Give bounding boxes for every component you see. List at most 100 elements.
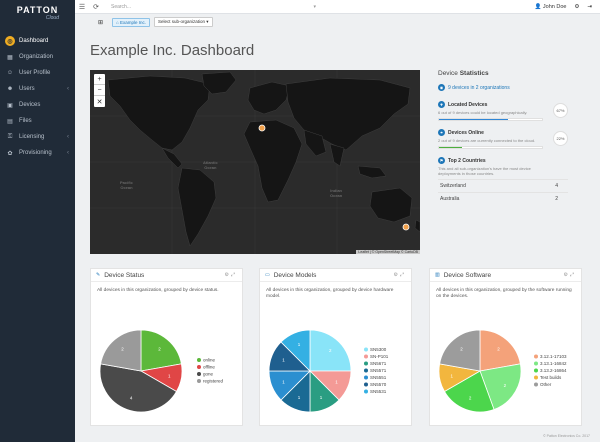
fullscreen-icon[interactable]: ✕ (96, 98, 103, 106)
legend-label[interactable]: gone (203, 372, 214, 377)
pie-slice-value: 1 (282, 379, 285, 384)
device-status-card: ✎ Device Status ⚙⤢ All devices in this org… (90, 268, 243, 426)
search-caret-icon: ▾ (313, 3, 316, 10)
gear-icon[interactable]: ⚙ (574, 3, 580, 10)
link-icon: ⚭ (438, 129, 445, 136)
pie-slice-value: 2 (121, 347, 124, 352)
legend-label[interactable]: SN5551 (370, 375, 387, 380)
card-tools-icon[interactable]: ⚙⤢ (393, 272, 406, 278)
sidebar-item-dashboard[interactable]: ◎ Dashboard (0, 33, 75, 49)
country-row: Switzerland 4 (438, 179, 568, 192)
legend-label[interactable]: offline (203, 365, 215, 370)
org-tree-icon[interactable]: ⊞ (98, 19, 104, 26)
devices-online: ⚭ Devices Online 2 out of 9 devices are c… (438, 129, 568, 149)
sidebar-item-user-profile[interactable]: ☺ User Profile (0, 65, 75, 81)
search-input[interactable]: Search... ▾ (111, 4, 316, 10)
legend-label[interactable]: 3.13.1-16842 (540, 361, 567, 366)
map-attribution[interactable]: Leaflet | © OpenStreetMap © CartoDB (356, 250, 420, 254)
pie-slice-other[interactable] (439, 329, 481, 372)
card-tools-icon[interactable]: ⚙⤢ (224, 272, 237, 278)
status-icon: ✎ (96, 272, 101, 278)
legend-label[interactable]: registered (203, 379, 224, 384)
home-icon: ⌂ (116, 19, 119, 25)
pie-slice-value: 1 (335, 379, 338, 384)
breadcrumb-org-label: Example Inc. (119, 19, 146, 25)
online-progress-bar (438, 146, 543, 149)
legend-label[interactable]: SN5671 (370, 361, 387, 366)
legend-label[interactable]: online (203, 358, 216, 363)
patton-logo[interactable]: PATTON Cloud (0, 0, 75, 26)
device-statistics: Device Statistics ◉ 9 devices in 2 organ… (438, 70, 568, 213)
logo-brand: PATTON (16, 4, 59, 15)
top-countries: ⚑ Top 2 Countries This and all sub-organi… (438, 157, 568, 205)
sidebar-item-files[interactable]: ▤ Files (0, 113, 75, 129)
legend-label[interactable]: 3.13.2-16864 (540, 368, 567, 373)
organization-icon: ▦ (7, 54, 13, 61)
legend-label[interactable]: SN5571 (370, 368, 387, 373)
pie-slice-value: 4 (130, 395, 133, 400)
sidebar-item-licensing[interactable]: ⚿ Licensing ‹ (0, 129, 75, 145)
sidebar-item-label: Dashboard (19, 38, 49, 44)
globe-icon: ◉ (438, 84, 445, 91)
flag-icon: ⚑ (438, 157, 445, 164)
legend-label[interactable]: SN5531 (370, 389, 387, 394)
country-name: Switzerland (440, 183, 466, 189)
dashboard-icon: ◎ (5, 36, 15, 46)
online-pct: 22% (553, 131, 568, 146)
legend-label[interactable]: Other (540, 382, 552, 387)
sidebar-item-devices[interactable]: ▣ Devices (0, 97, 75, 113)
files-icon: ▤ (7, 118, 13, 125)
pie-slice-online[interactable] (140, 329, 182, 372)
chip-icon: ▭ (265, 272, 270, 278)
pie-slice-sn5300[interactable] (309, 329, 352, 372)
country-row: Australia 2 (438, 192, 568, 205)
online-title: Devices Online (448, 129, 484, 136)
sub-org-select[interactable]: Select sub-organization ▾ (154, 17, 213, 27)
software-icon: ▥ (435, 272, 440, 278)
breadcrumb-org[interactable]: ⌂ Example Inc. (112, 17, 150, 27)
pie-slice-sn5531[interactable] (280, 329, 311, 372)
sidebar-item-provisioning[interactable]: ✿ Provisioning ‹ (0, 145, 75, 161)
legend-label[interactable]: Test builds (540, 375, 562, 380)
sidebar-item-organization[interactable]: ▦ Organization (0, 49, 75, 65)
online-progress-fill (439, 147, 462, 148)
menu-icon[interactable]: ☰ (78, 3, 86, 11)
located-progress-fill (439, 119, 508, 120)
device-software-card: ▥ Device Software ⚙⤢ All devices in this o… (429, 268, 582, 426)
devices-icon: ▣ (7, 102, 13, 109)
pie-slice-3-13-2-16864[interactable] (443, 370, 495, 413)
card-tools-icon[interactable]: ⚙⤢ (563, 272, 576, 278)
user-menu[interactable]: 👤 John Doe (535, 4, 567, 10)
located-pct: 67% (553, 103, 568, 118)
pie-slice-gone[interactable] (99, 363, 178, 413)
pie-slice-value: 2 (158, 347, 161, 352)
legend-label[interactable]: SN5570 (370, 382, 387, 387)
marker-australia[interactable] (402, 223, 410, 231)
sidebar-item-users[interactable]: ☻ Users ‹ (0, 81, 75, 97)
zoom-in-icon[interactable]: + (94, 74, 105, 85)
legend-label[interactable]: SN-P101 (370, 354, 389, 359)
chevron-left-icon: ‹ (67, 86, 69, 92)
legend-label[interactable]: SN5300 (370, 347, 387, 352)
indian-ocean-label: Indian Ocean (330, 188, 343, 198)
device-map[interactable]: Pacific Ocean Atlantic Ocean Indian Ocea… (90, 70, 420, 254)
countries-title: Top 2 Countries (448, 157, 486, 164)
located-desc: 6 out of 9 devices could be located geog… (438, 110, 528, 115)
located-devices: ⌖ Located Devices 6 out of 9 devices coul… (438, 101, 568, 121)
legend-swatch (364, 354, 368, 359)
sidebar-nav: ◎ Dashboard ▦ Organization ☺ User Profile ☻ Use… (0, 33, 75, 161)
users-icon: ☻ (6, 86, 14, 92)
sidebar: PATTON Cloud ◎ Dashboard ▦ Organization ☺ Use… (0, 0, 75, 442)
legend-swatch (197, 372, 201, 376)
legend-label[interactable]: 3.12.1-17103 (540, 354, 567, 359)
user-name: John Doe (542, 3, 567, 10)
refresh-icon[interactable]: ⟳ (93, 3, 99, 11)
world-map (90, 70, 420, 254)
pie-slice-registered[interactable] (100, 329, 142, 372)
pie-slice-3-12-1-17103[interactable] (479, 329, 521, 372)
zoom-out-icon[interactable]: − (94, 85, 105, 96)
logout-icon[interactable]: ⇥ (587, 3, 592, 10)
breadcrumb: ⊞ ⌂ Example Inc. Select sub-organization… (98, 17, 213, 27)
card-desc: All devices in this organization, groupe… (266, 288, 394, 299)
marker-switzerland[interactable] (258, 124, 266, 132)
